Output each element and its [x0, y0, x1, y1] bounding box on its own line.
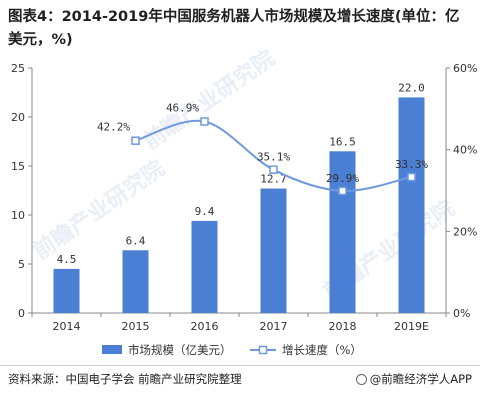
y-left-tick-label: 5: [18, 258, 25, 271]
x-tick-label: 2018: [329, 320, 357, 333]
legend: 市场规模（亿美元） 增长速度（%）: [102, 343, 362, 357]
bar: [329, 151, 356, 313]
x-tick-label: 2016: [191, 320, 219, 333]
legend-bar-swatch: [102, 345, 122, 354]
bar-value-label: 9.4: [195, 205, 215, 218]
source-note: 资料来源：中国电子学会 前瞻产业研究院整理: [8, 372, 242, 386]
footer-divider: [0, 365, 480, 366]
growth-marker: [269, 165, 278, 174]
bar-value-label: 16.5: [329, 135, 356, 148]
legend-line-marker: [258, 345, 268, 355]
growth-value-label: 46.9%: [166, 101, 199, 114]
logo-icon: [355, 374, 367, 385]
y-left-tick-label: 10: [11, 209, 25, 222]
x-tick-label: 2015: [122, 320, 150, 333]
legend-bar-label: 市场规模（亿美元）: [128, 343, 232, 357]
bar: [122, 250, 149, 313]
bar-value-label: 22.0: [398, 81, 425, 94]
growth-marker: [200, 117, 209, 126]
y-right-tick-label: 60%: [453, 62, 477, 75]
bar-value-label: 12.7: [260, 173, 287, 186]
growth-value-label: 33.3%: [395, 158, 428, 171]
credit[interactable]: @前瞻经济学人APP: [355, 371, 472, 387]
y-left-tick-label: 15: [11, 160, 25, 173]
y-right-tick-label: 0%: [453, 307, 470, 320]
bar: [191, 220, 218, 313]
bar-value-label: 6.4: [126, 234, 146, 247]
growth-value-label: 42.2%: [97, 121, 130, 134]
bar: [260, 188, 287, 313]
growth-marker: [131, 136, 140, 145]
footer: 资料来源：中国电子学会 前瞻产业研究院整理 @前瞻经济学人APP: [8, 371, 472, 391]
growth-marker: [407, 172, 416, 182]
watermark-text: 前瞻产业研究院: [29, 155, 170, 265]
y-left-tick-label: 20: [11, 111, 25, 124]
bar: [53, 268, 80, 313]
growth-value-label: 29.9%: [326, 172, 359, 185]
credit-text: @前瞻经济学人APP: [369, 372, 472, 386]
x-tick-label: 2017: [260, 320, 288, 333]
bar: [398, 97, 425, 314]
legend-line-label: 增长速度（%）: [282, 343, 362, 357]
chart-title: 图表4：2014-2019年中国服务机器人市场规模及增长速度(单位：亿美元，%): [8, 9, 460, 48]
growth-marker: [338, 186, 347, 196]
growth-value-label: 35.1%: [257, 151, 290, 164]
x-tick-label: 2014: [53, 320, 81, 333]
y-right-tick-label: 40%: [453, 144, 477, 157]
watermark-text: 前瞻产业研究院: [139, 45, 280, 155]
bar-value-label: 4.5: [57, 253, 77, 266]
y-right-tick-label: 20%: [453, 225, 477, 238]
y-left-tick-label: 0: [18, 307, 25, 320]
plot-area: 0 5 10 15 20 25 0% 20% 40% 60% 2014 2015 2016 2017 201…: [11, 62, 477, 333]
y-left-tick-label: 25: [11, 62, 25, 75]
x-tick-label: 2019E: [394, 320, 429, 333]
